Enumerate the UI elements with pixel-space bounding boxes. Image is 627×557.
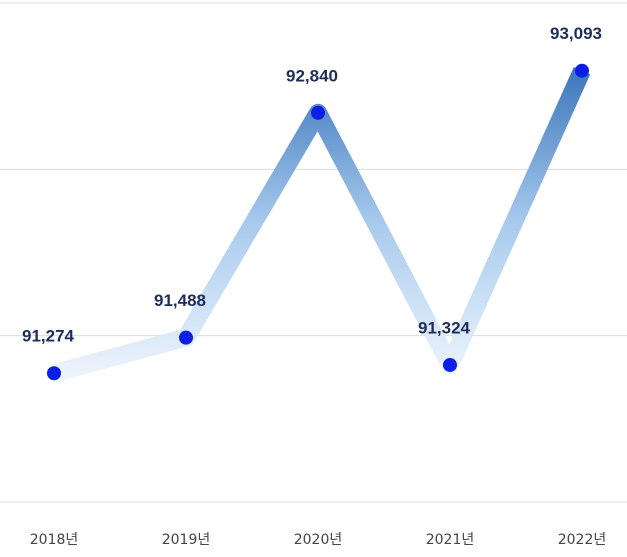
x-tick-label: 2022년 bbox=[558, 532, 607, 548]
point bbox=[179, 330, 193, 345]
point bbox=[311, 105, 325, 120]
value-label: 91,324 bbox=[418, 318, 471, 337]
point bbox=[47, 366, 61, 381]
point bbox=[443, 357, 457, 372]
point bbox=[575, 63, 589, 78]
x-tick-label: 2020년 bbox=[294, 532, 343, 548]
value-label: 93,093 bbox=[550, 24, 602, 43]
x-tick-label: 2021년 bbox=[426, 532, 475, 548]
x-tick-label: 2019년 bbox=[162, 532, 211, 548]
x-tick-label: 2018년 bbox=[30, 532, 79, 548]
value-label: 92,840 bbox=[286, 66, 338, 85]
value-label: 91,274 bbox=[22, 327, 75, 346]
value-label: 91,488 bbox=[154, 291, 206, 310]
